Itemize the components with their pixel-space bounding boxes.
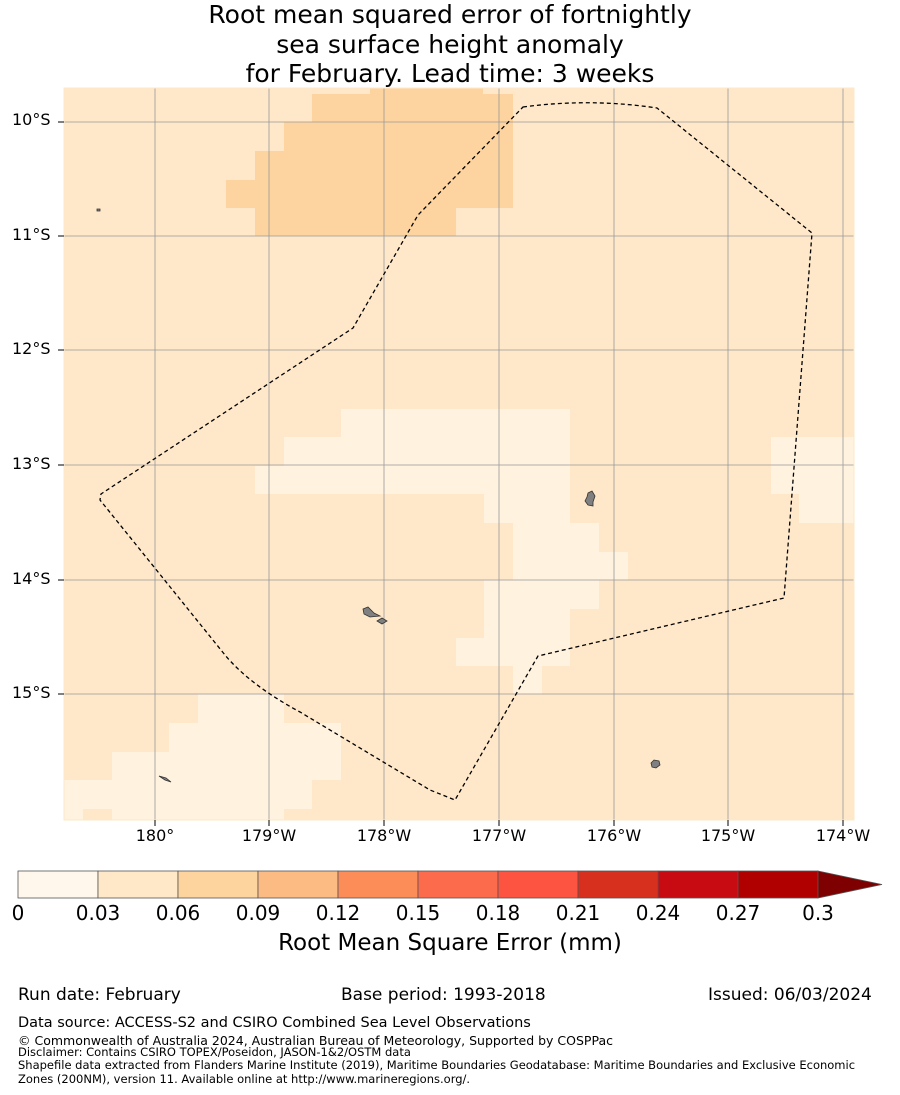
island-south-east [650,759,661,769]
error-region-mid [226,94,513,236]
grid-lines [64,88,854,820]
colorbar-segment-3 [257,870,339,899]
colorbar-segment-1 [97,870,179,899]
data-source: Data source: ACCESS-S2 and CSIRO Combine… [18,1015,531,1031]
colorbar-segment-7 [577,870,659,899]
lat-label-14S: 14°S [12,569,51,588]
island-west-1 [362,606,382,618]
title-line-2: sea surface height anomaly [276,29,624,59]
shapefile-credit-2: Zones (200NM), version 11. Available onl… [18,1072,471,1086]
colorbar-tick-10: 0.3 [802,901,834,925]
copyright: © Commonwealth of Australia 2024, Austra… [18,1033,613,1048]
error-region-low-southwest [64,694,341,820]
map-title: Root mean squared error of fortnightly s… [0,0,900,89]
colorbar-segment-5 [417,870,499,899]
run-date: Run date: February [18,985,181,1005]
lon-label-178W: 178°W [356,826,412,845]
colorbar-tick-3: 0.09 [235,901,281,925]
error-region-mid-top [370,88,483,94]
lon-label-174W: 174°W [815,826,871,845]
issued-date: Issued: 06/03/2024 [708,985,872,1005]
lat-label-12S: 12°S [12,339,51,358]
colorbar-extend-arrow [817,870,883,899]
colorbar-segment-8 [657,870,739,899]
colorbar-tick-8: 0.24 [635,901,681,925]
map-frame [63,87,855,821]
colorbar-tick-5: 0.15 [395,901,441,925]
lat-label-10S: 10°S [12,110,51,129]
axis-ticks [58,121,844,826]
colorbar-tick-0: 0 [11,901,25,925]
lat-label-15S: 15°S [12,683,51,702]
error-region-low-east [771,437,854,523]
error-region-low-central [255,409,628,694]
islands [96,208,661,783]
colorbar-tick-2: 0.06 [155,901,201,925]
colorbar-segment-4 [337,870,419,899]
lon-label-180: 180° [135,826,175,845]
title-line-3: for February. Lead time: 3 weeks [245,59,655,88]
base-period: Base period: 1993-2018 [341,985,546,1005]
lon-label-179W: 179°W [241,826,297,845]
colorbar-segment-0 [17,870,99,899]
colorbar-label: Root Mean Square Error (mm) [278,930,622,956]
colorbar-tick-6: 0.18 [475,901,521,925]
lon-label-177W: 177°W [471,826,527,845]
colorbar-tick-1: 0.03 [75,901,121,925]
disclaimer: Disclaimer: Contains CSIRO TOPEX/Poseido… [18,1045,411,1059]
lat-label-13S: 13°S [12,454,51,473]
colorbar-tick-4: 0.12 [315,901,361,925]
lat-label-11S: 11°S [12,225,51,244]
colorbar-segment-9 [737,870,819,899]
colorbar-segment-6 [497,870,579,899]
map-area [64,88,854,820]
island-south-west [158,775,172,783]
title-line-1: Root mean squared error of fortnightly [208,0,692,29]
colorbar-tick-7: 0.21 [555,901,601,925]
island-speck [96,208,101,212]
island-west-2 [376,617,388,625]
lon-label-175W: 175°W [700,826,756,845]
colorbar-segment-2 [177,870,259,899]
shapefile-credit-1: Shapefile data extracted from Flanders M… [18,1058,856,1072]
colorbar [17,870,883,899]
island-swains-east [584,490,596,507]
lon-label-176W: 176°W [586,826,642,845]
colorbar-tick-9: 0.27 [715,901,761,925]
